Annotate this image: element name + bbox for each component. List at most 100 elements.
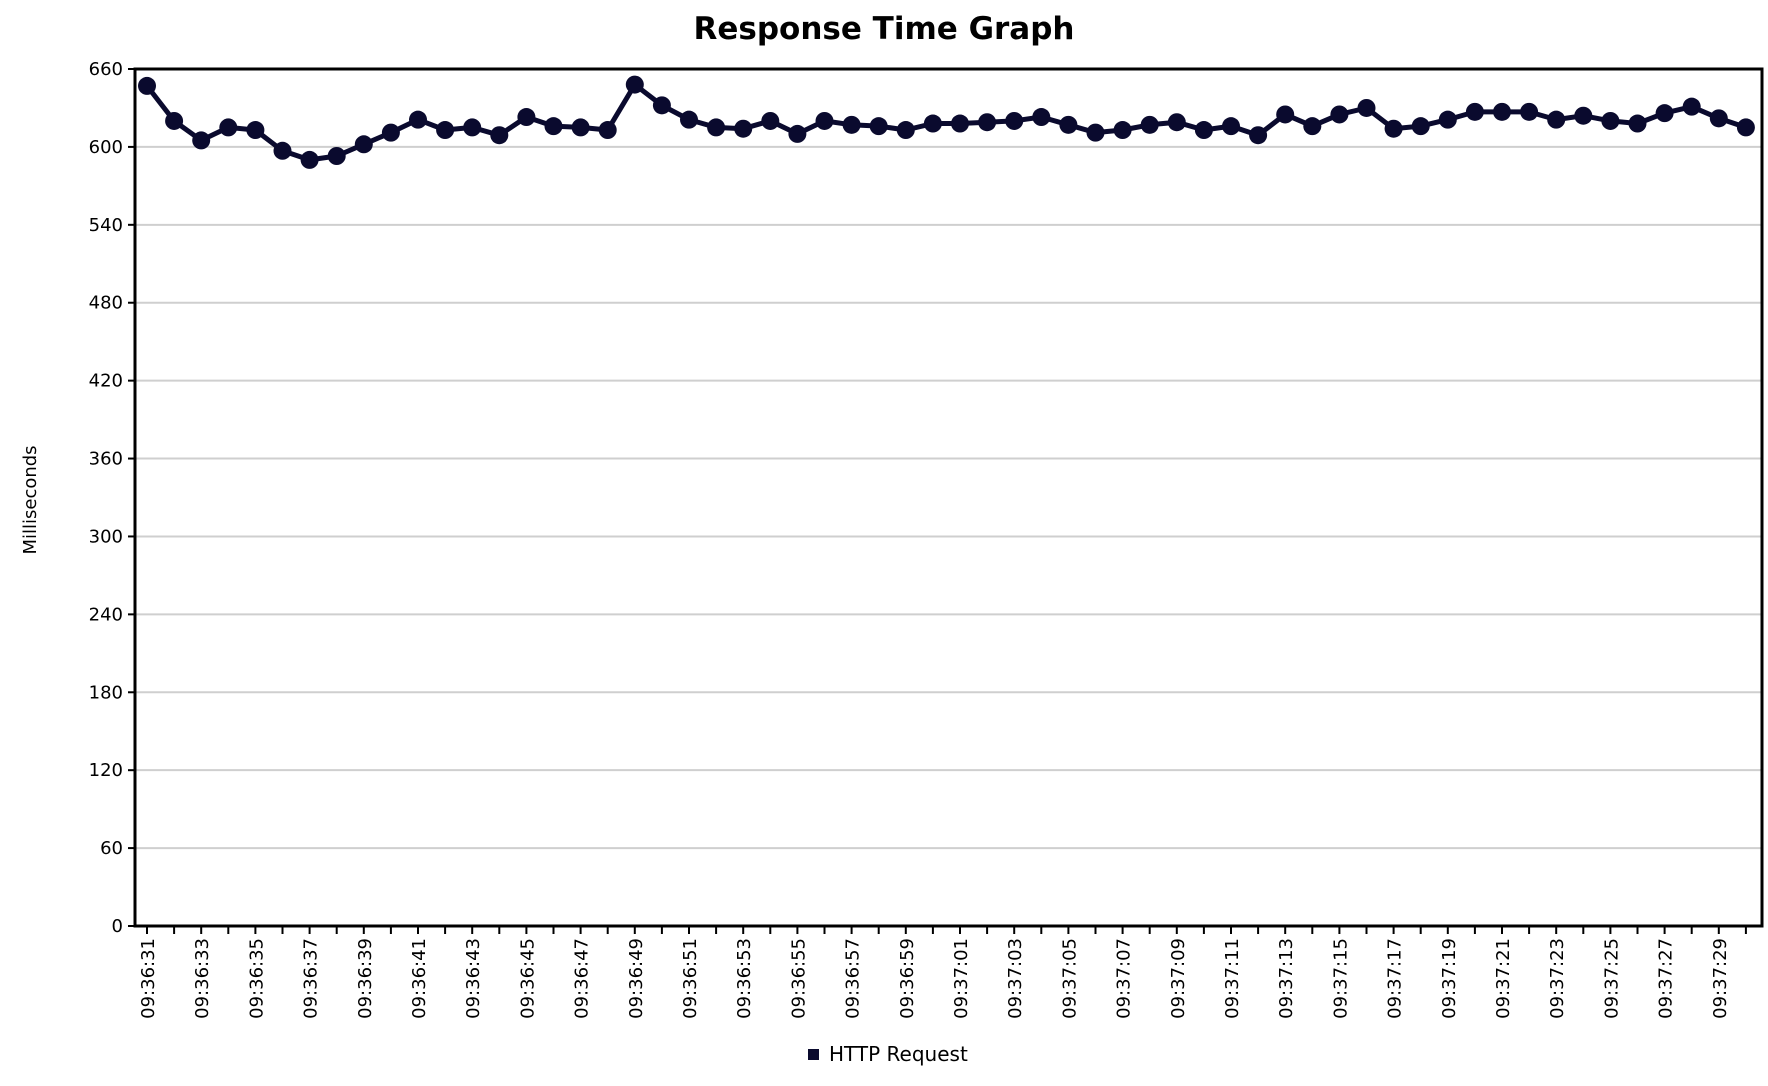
data-point-09:37:24[interactable] bbox=[1574, 106, 1593, 125]
data-point-09:37:00[interactable] bbox=[923, 114, 942, 133]
data-point-09:36:54[interactable] bbox=[761, 111, 780, 130]
data-point-09:36:45[interactable] bbox=[517, 108, 536, 127]
data-point-09:37:20[interactable] bbox=[1465, 102, 1484, 121]
data-point-09:36:53[interactable] bbox=[734, 119, 753, 138]
y-tick-label-0: 0 bbox=[112, 916, 123, 937]
data-point-09:37:09[interactable] bbox=[1167, 113, 1186, 132]
plot-frame bbox=[133, 67, 1764, 928]
data-point-09:36:49[interactable] bbox=[625, 75, 644, 94]
data-point-09:37:05[interactable] bbox=[1059, 115, 1078, 134]
data-point-09:36:42[interactable] bbox=[436, 121, 455, 140]
data-point-09:37:14[interactable] bbox=[1303, 117, 1322, 136]
data-point-09:36:52[interactable] bbox=[707, 118, 726, 137]
legend[interactable]: HTTP Request bbox=[808, 1042, 968, 1066]
x-tick-label-09:36:45: 09:36:45 bbox=[517, 938, 538, 1019]
data-point-09:37:06[interactable] bbox=[1086, 123, 1105, 142]
data-point-09:36:48[interactable] bbox=[598, 121, 617, 140]
x-tick-label-09:36:47: 09:36:47 bbox=[572, 938, 593, 1019]
data-point-09:37:19[interactable] bbox=[1438, 110, 1457, 129]
data-point-09:37:10[interactable] bbox=[1194, 121, 1213, 140]
x-tick-label-09:36:39: 09:36:39 bbox=[355, 938, 376, 1019]
series-http-request bbox=[138, 75, 1755, 169]
data-point-09:36:37[interactable] bbox=[300, 150, 319, 169]
data-point-09:37:02[interactable] bbox=[978, 113, 997, 132]
y-tick-label-300: 300 bbox=[89, 526, 123, 547]
x-tick-label-09:37:15: 09:37:15 bbox=[1330, 938, 1351, 1019]
data-point-09:37:22[interactable] bbox=[1520, 102, 1539, 121]
data-point-09:37:13[interactable] bbox=[1276, 105, 1295, 124]
data-point-09:37:08[interactable] bbox=[1140, 115, 1159, 134]
y-tick-label-240: 240 bbox=[89, 604, 123, 625]
x-tick-label-09:37:09: 09:37:09 bbox=[1168, 938, 1189, 1019]
y-tick-label-600: 600 bbox=[89, 137, 123, 158]
data-point-09:36:51[interactable] bbox=[680, 110, 698, 129]
data-point-09:36:46[interactable] bbox=[544, 117, 563, 136]
x-tick-label-09:36:55: 09:36:55 bbox=[788, 938, 809, 1019]
data-point-09:36:59[interactable] bbox=[896, 121, 915, 140]
x-tick-label-09:36:51: 09:36:51 bbox=[680, 938, 701, 1019]
data-point-09:37:03[interactable] bbox=[1005, 111, 1024, 130]
y-tick-label-60: 60 bbox=[100, 838, 123, 859]
gridlines bbox=[135, 145, 1762, 850]
data-point-09:36:50[interactable] bbox=[652, 96, 671, 115]
legend-label-http-request: HTTP Request bbox=[829, 1042, 968, 1066]
x-tick-label-09:37:07: 09:37:07 bbox=[1114, 938, 1135, 1019]
x-tick-label-09:36:49: 09:36:49 bbox=[626, 938, 647, 1019]
data-point-09:37:21[interactable] bbox=[1493, 102, 1511, 121]
data-point-09:36:57[interactable] bbox=[842, 115, 861, 134]
data-point-09:36:31[interactable] bbox=[138, 76, 156, 95]
y-tick-label-420: 420 bbox=[89, 371, 123, 392]
x-tick-label-09:36:33: 09:36:33 bbox=[192, 938, 213, 1019]
y-axis-ticks: 0 60 120 180 240 300 360 420 480 540 600 660 bbox=[89, 59, 135, 937]
data-point-09:36:55[interactable] bbox=[788, 124, 807, 143]
data-point-09:36:40[interactable] bbox=[381, 123, 400, 142]
x-axis-ticks: 09:36:31 09:36:33 09:36:35 09:36:37 09:36:39… bbox=[138, 926, 1747, 1019]
x-tick-label-09:37:29: 09:37:29 bbox=[1710, 938, 1731, 1019]
x-tick-label-09:37:11: 09:37:11 bbox=[1222, 938, 1243, 1019]
x-tick-label-09:37:17: 09:37:17 bbox=[1385, 938, 1406, 1019]
x-tick-label-09:37:19: 09:37:19 bbox=[1439, 938, 1460, 1019]
data-point-09:37:18[interactable] bbox=[1411, 117, 1430, 136]
data-point-09:36:34[interactable] bbox=[219, 118, 238, 137]
data-point-09:37:11[interactable] bbox=[1222, 117, 1240, 136]
y-tick-label-660: 660 bbox=[89, 59, 123, 80]
data-point-09:37:07[interactable] bbox=[1113, 121, 1132, 140]
data-point-09:36:41[interactable] bbox=[409, 110, 427, 129]
data-point-09:37:26[interactable] bbox=[1628, 114, 1647, 133]
data-point-09:36:58[interactable] bbox=[869, 117, 888, 136]
data-point-09:36:44[interactable] bbox=[490, 126, 509, 145]
x-tick-label-09:37:27: 09:37:27 bbox=[1656, 938, 1677, 1019]
data-point-09:36:39[interactable] bbox=[354, 135, 373, 154]
legend-swatch-http-request bbox=[808, 1049, 819, 1060]
y-tick-label-120: 120 bbox=[89, 760, 123, 781]
data-point-09:36:35[interactable] bbox=[246, 121, 265, 140]
y-tick-label-480: 480 bbox=[89, 293, 123, 314]
x-tick-label-09:36:57: 09:36:57 bbox=[843, 938, 864, 1019]
data-point-09:37:15[interactable] bbox=[1330, 105, 1349, 124]
data-point-09:37:01[interactable] bbox=[951, 114, 969, 133]
data-point-09:36:36[interactable] bbox=[273, 141, 292, 160]
x-tick-label-09:37:03: 09:37:03 bbox=[1005, 938, 1026, 1019]
x-tick-label-09:37:01: 09:37:01 bbox=[951, 938, 972, 1019]
data-point-09:37:23[interactable] bbox=[1547, 110, 1566, 129]
y-tick-label-180: 180 bbox=[89, 682, 123, 703]
data-point-09:36:43[interactable] bbox=[463, 118, 482, 137]
data-point-09:37:25[interactable] bbox=[1601, 111, 1620, 130]
data-point-09:37:30[interactable] bbox=[1736, 118, 1755, 137]
data-point-09:36:47[interactable] bbox=[571, 118, 590, 137]
data-point-09:37:27[interactable] bbox=[1655, 104, 1674, 123]
data-point-09:37:12[interactable] bbox=[1249, 126, 1268, 145]
data-point-09:37:28[interactable] bbox=[1682, 97, 1701, 116]
data-point-09:36:33[interactable] bbox=[192, 131, 211, 150]
data-point-09:36:56[interactable] bbox=[815, 111, 834, 130]
data-point-09:37:16[interactable] bbox=[1357, 98, 1376, 117]
data-point-09:37:04[interactable] bbox=[1032, 108, 1051, 127]
data-point-09:36:38[interactable] bbox=[327, 146, 346, 165]
data-point-09:36:32[interactable] bbox=[165, 111, 184, 130]
y-tick-label-360: 360 bbox=[89, 449, 123, 470]
x-tick-label-09:36:53: 09:36:53 bbox=[734, 938, 755, 1019]
data-point-09:37:17[interactable] bbox=[1384, 119, 1403, 138]
data-point-09:37:29[interactable] bbox=[1709, 109, 1728, 128]
x-tick-label-09:37:21: 09:37:21 bbox=[1493, 938, 1514, 1019]
